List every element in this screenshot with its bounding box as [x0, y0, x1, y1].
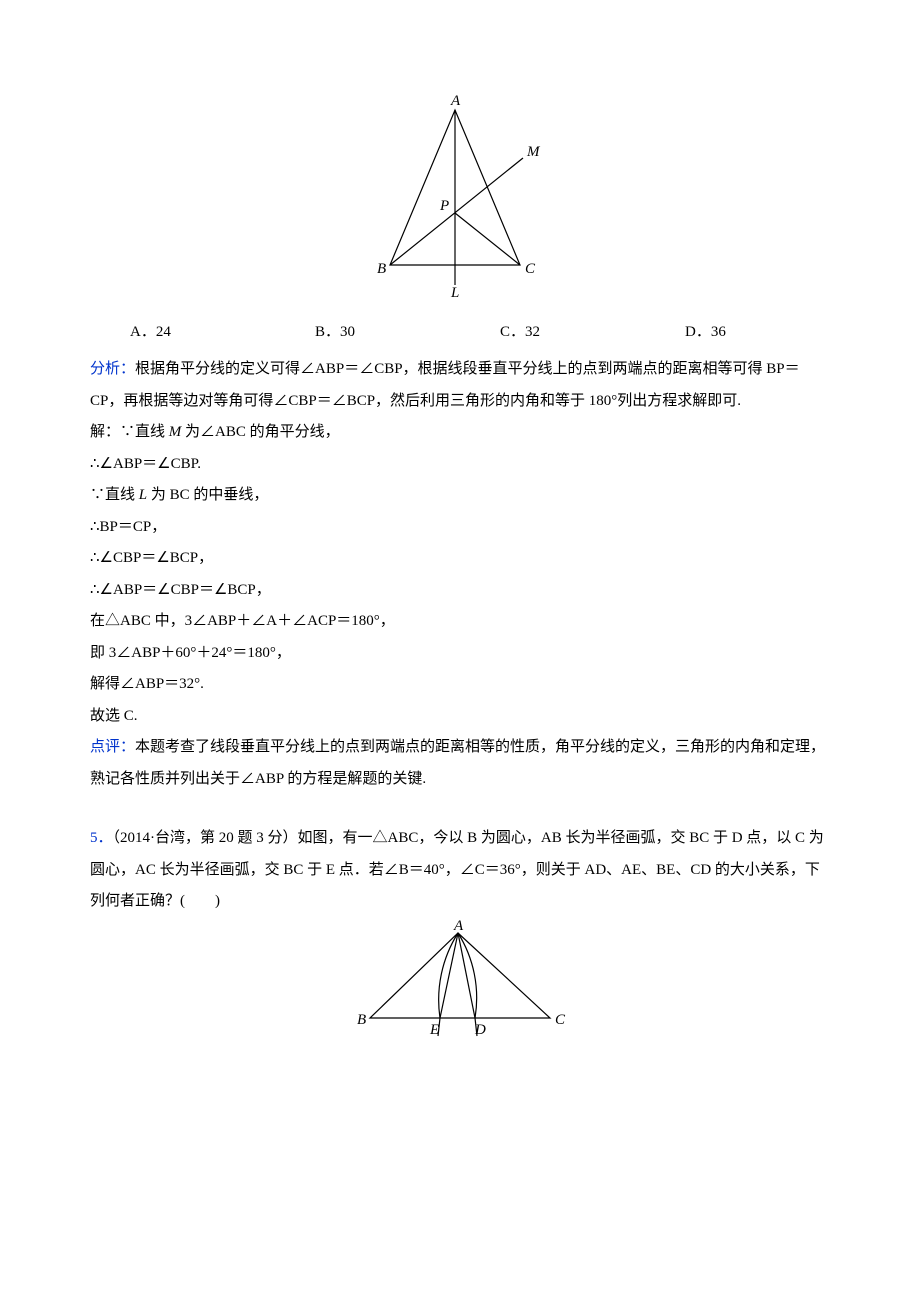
choice-c: C．32 [460, 317, 645, 349]
label2-A: A [453, 918, 464, 934]
label-B: B [377, 261, 386, 277]
comment-text: 本题考查了线段垂直平分线上的点到两端点的距离相等的性质，角平分线的定义，三角形的… [90, 739, 825, 787]
q5-text: （2014·台湾，第 20 题 3 分）如图，有一△ABC，今以 B 为圆心，A… [90, 830, 824, 909]
comment-prefix: 点评： [90, 739, 135, 755]
label2-C: C [555, 1012, 566, 1028]
choices-row: A．24 B．30 C．32 D．36 [90, 317, 830, 349]
comment: 点评：本题考查了线段垂直平分线上的点到两端点的距离相等的性质，角平分线的定义，三… [90, 732, 830, 795]
figure2-svg: A B C E D [345, 918, 575, 1048]
sol3c: 为 BC 的中垂线， [147, 487, 268, 503]
choice-d: D．36 [645, 317, 830, 349]
label-A: A [450, 93, 461, 109]
sol-line-2: ∴∠ABP＝∠CBP. [90, 449, 830, 481]
sol1c: 为∠ABC 的角平分线， [181, 424, 339, 440]
sol-line-1: 解：∵直线 M 为∠ABC 的角平分线， [90, 417, 830, 449]
sol-line-5: ∴∠CBP＝∠BCP， [90, 543, 830, 575]
sol-line-6: ∴∠ABP＝∠CBP＝∠BCP， [90, 575, 830, 607]
q5-num: 5． [90, 830, 113, 846]
sol-line-10: 故选 C. [90, 701, 830, 733]
label2-E: E [429, 1022, 439, 1038]
sol-line-7: 在△ABC 中，3∠ABP＋∠A＋∠ACP＝180°， [90, 606, 830, 638]
figure-triangle-abc-pml: A B C M P L [90, 90, 830, 313]
sol3a: ∵直线 [90, 487, 139, 503]
label2-B: B [357, 1012, 366, 1028]
sol-line-8: 即 3∠ABP＋60°＋24°＝180°， [90, 638, 830, 670]
figure-triangle-abc-de: A B C E D [90, 918, 830, 1061]
q5: 5．（2014·台湾，第 20 题 3 分）如图，有一△ABC，今以 B 为圆心… [90, 823, 830, 918]
choice-b: B．30 [275, 317, 460, 349]
analysis: 分析：根据角平分线的定义可得∠ABP＝∠CBP，根据线段垂直平分线上的点到两端点… [90, 354, 830, 417]
sol-line-4: ∴BP＝CP， [90, 512, 830, 544]
sol3b: L [139, 487, 147, 503]
label-C: C [525, 261, 536, 277]
analysis-text: 根据角平分线的定义可得∠ABP＝∠CBP，根据线段垂直平分线上的点到两端点的距离… [90, 361, 800, 409]
label2-D: D [474, 1022, 486, 1038]
sol1b: M [169, 424, 182, 440]
figure1-svg: A B C M P L [355, 90, 565, 300]
sol1a: 解：∵直线 [90, 424, 169, 440]
sol-line-3: ∵直线 L 为 BC 的中垂线， [90, 480, 830, 512]
analysis-prefix: 分析： [90, 361, 135, 377]
choice-a: A．24 [90, 317, 275, 349]
sol-line-9: 解得∠ABP＝32°. [90, 669, 830, 701]
label-M: M [526, 144, 541, 160]
spacer [90, 795, 830, 823]
label-P: P [439, 198, 449, 214]
label-L: L [450, 285, 459, 300]
